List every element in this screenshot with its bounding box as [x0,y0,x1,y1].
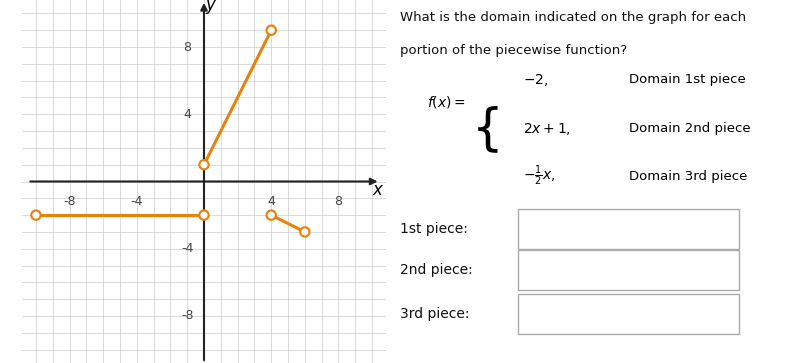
Circle shape [32,212,39,219]
Text: Domain 2nd piece: Domain 2nd piece [629,122,750,135]
Text: $2x + 1,$: $2x + 1,$ [522,121,570,137]
Circle shape [268,26,274,34]
Text: -8: -8 [63,195,76,208]
Text: $f(x) =$: $f(x) =$ [426,94,466,110]
FancyBboxPatch shape [518,209,739,249]
Text: $-2,$: $-2,$ [522,72,548,88]
Text: -4: -4 [181,242,194,255]
Text: -4: -4 [130,195,143,208]
Text: ▼: ▼ [718,265,726,276]
Text: 8: 8 [334,195,342,208]
Circle shape [201,212,207,219]
Text: What is the domain indicated on the graph for each: What is the domain indicated on the grap… [400,11,746,24]
Text: Domain 1st piece: Domain 1st piece [629,73,746,86]
Circle shape [268,212,274,219]
Text: 1st piece:: 1st piece: [400,222,468,236]
Text: Domain 3rd piece: Domain 3rd piece [629,170,747,183]
Text: 4: 4 [267,195,275,208]
FancyBboxPatch shape [518,250,739,290]
Text: 8: 8 [183,41,191,54]
Text: 2nd piece:: 2nd piece: [400,264,473,277]
FancyBboxPatch shape [518,294,739,334]
Text: x: x [372,181,382,199]
Text: portion of the piecewise function?: portion of the piecewise function? [400,44,627,57]
Text: y: y [206,0,216,14]
Text: ▼: ▼ [718,309,726,319]
Text: {: { [471,105,503,153]
Text: 3rd piece:: 3rd piece: [400,307,470,321]
Text: -8: -8 [181,309,194,322]
Text: 4: 4 [183,108,191,121]
Text: $-\frac{1}{2}x,$: $-\frac{1}{2}x,$ [522,164,555,188]
Text: ▼: ▼ [718,224,726,234]
Circle shape [302,228,309,236]
Circle shape [201,161,207,168]
